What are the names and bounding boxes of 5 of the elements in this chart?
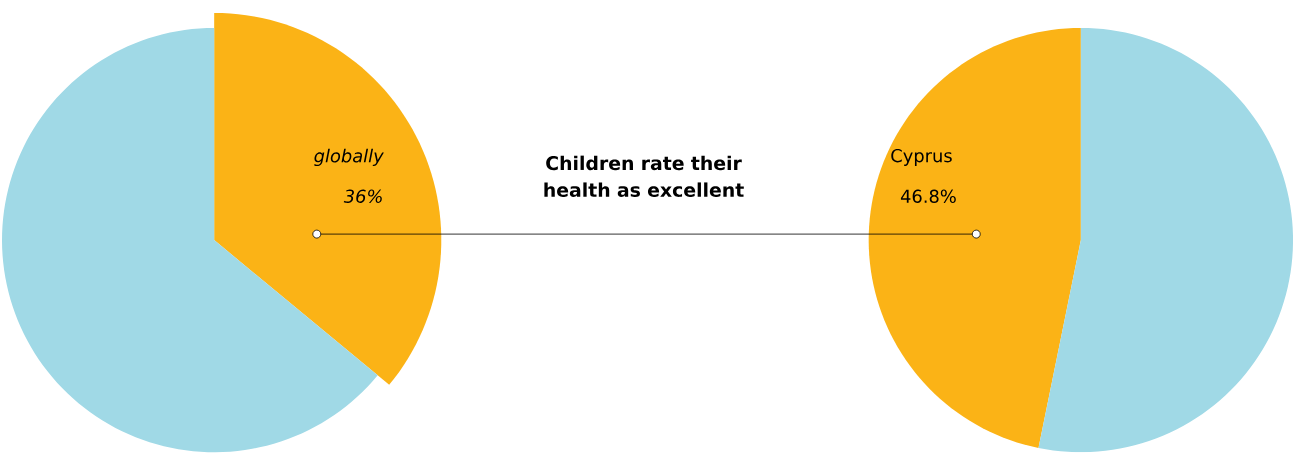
slice-label: globally — [314, 148, 384, 166]
text: Children rate their health as excellent — [544, 155, 744, 197]
data-label: 36% — [343, 189, 382, 203]
slice-label: Cyprus — [891, 148, 952, 166]
data-label: 46.8% — [900, 189, 956, 203]
